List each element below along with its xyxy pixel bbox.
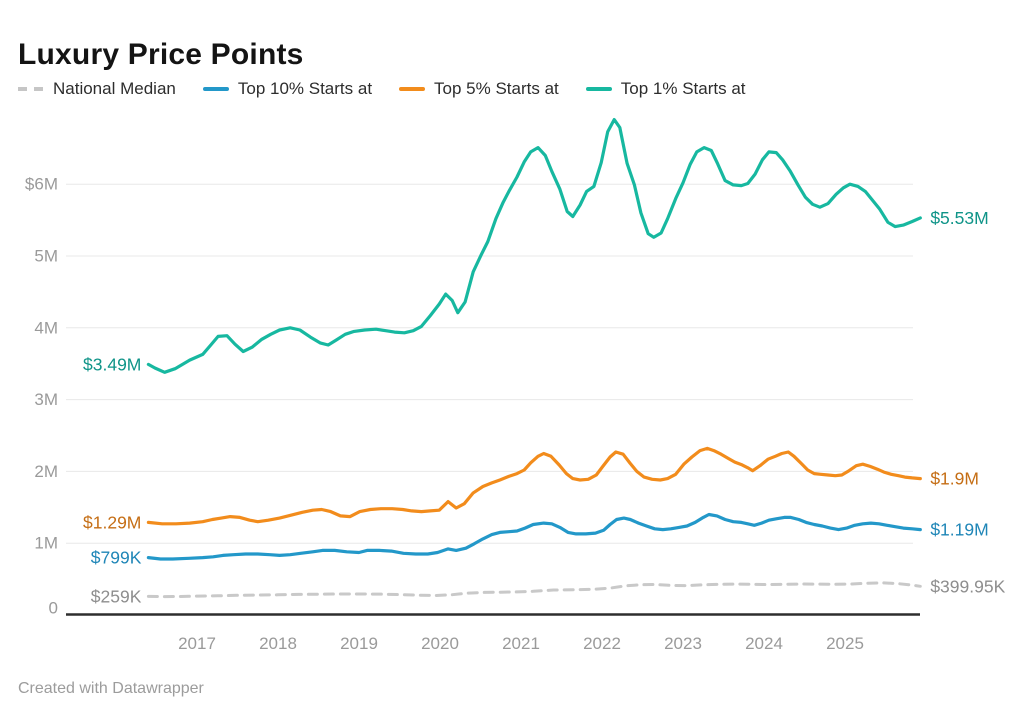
x-tick-label: 2025 [826,634,864,653]
legend-item-top-10: Top 10% Starts at [202,79,373,99]
y-tick-label: 4M [34,318,58,337]
line-swatch-icon [585,87,612,91]
datawrapper-credit: Created with Datawrapper [18,680,204,697]
start-value-label: $259K [91,586,142,606]
x-tick-label: 2020 [421,634,459,653]
y-tick-label: 1M [34,534,58,553]
series-line-top-1-starts-at [146,117,922,374]
x-tick-label: 2021 [502,634,540,653]
x-tick-label: 2024 [745,634,783,653]
x-tick-label: 2017 [178,634,216,653]
end-value-label: $5.53M [930,208,988,228]
x-tick-label: 2018 [259,634,297,653]
y-tick-label: 0 [49,599,58,618]
x-tick-label: 2022 [583,634,621,653]
start-value-label: $3.49M [83,354,141,374]
legend-item-national-median: National Median [18,79,176,99]
x-tick-label: 2019 [340,634,378,653]
end-value-label: $1.9M [930,469,979,489]
series-line-top-10-starts-at [146,512,922,561]
series-line-national-median [146,581,922,599]
dashed-line-swatch-icon [18,87,44,91]
line-swatch-icon [399,87,426,91]
end-value-label: $1.19M [930,520,988,540]
legend-item-top-1: Top 1% Starts at [585,79,746,99]
legend-label: Top 10% Starts at [237,79,373,98]
legend-item-top-5: Top 5% Starts at [399,79,559,99]
legend: National Median Top 10% Starts at Top 5%… [18,79,746,99]
end-value-label: $399.95K [930,576,1005,596]
legend-label: National Median [53,79,176,98]
y-tick-label: 2M [34,462,58,481]
legend-label: Top 5% Starts at [434,79,559,98]
y-tick-label: 3M [34,390,58,409]
start-value-label: $1.29M [83,512,141,532]
series-line-top-5-starts-at [146,446,922,526]
start-value-label: $799K [91,548,142,568]
y-tick-label: 5M [34,247,58,266]
x-tick-label: 2023 [664,634,702,653]
y-tick-label: $6M [25,175,58,194]
legend-label: Top 1% Starts at [620,79,746,98]
page-title: Luxury Price Points [18,38,304,72]
line-swatch-icon [202,87,229,91]
